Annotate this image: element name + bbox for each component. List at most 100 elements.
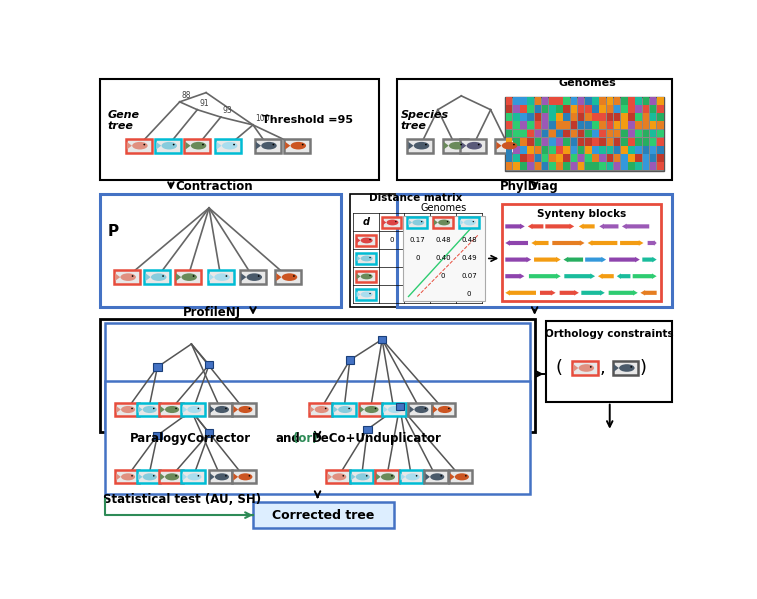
Polygon shape <box>182 406 187 413</box>
FancyBboxPatch shape <box>628 146 635 154</box>
FancyBboxPatch shape <box>643 138 650 146</box>
FancyBboxPatch shape <box>182 470 205 483</box>
FancyBboxPatch shape <box>159 470 182 483</box>
FancyBboxPatch shape <box>159 403 182 416</box>
Ellipse shape <box>619 364 634 372</box>
FancyBboxPatch shape <box>650 129 656 137</box>
FancyBboxPatch shape <box>549 122 556 129</box>
Ellipse shape <box>360 274 372 279</box>
Polygon shape <box>376 473 381 480</box>
FancyBboxPatch shape <box>635 122 642 129</box>
FancyBboxPatch shape <box>284 139 310 153</box>
FancyArrow shape <box>617 273 631 279</box>
FancyBboxPatch shape <box>506 113 512 121</box>
FancyBboxPatch shape <box>542 97 549 104</box>
FancyBboxPatch shape <box>578 113 584 121</box>
FancyBboxPatch shape <box>614 146 621 154</box>
Ellipse shape <box>120 273 136 281</box>
Ellipse shape <box>193 275 195 277</box>
FancyArrow shape <box>648 240 656 246</box>
FancyBboxPatch shape <box>356 235 375 246</box>
FancyBboxPatch shape <box>513 138 520 146</box>
FancyBboxPatch shape <box>635 97 642 104</box>
FancyBboxPatch shape <box>520 105 527 113</box>
Polygon shape <box>217 142 222 150</box>
Ellipse shape <box>590 366 592 368</box>
FancyBboxPatch shape <box>571 138 578 146</box>
FancyBboxPatch shape <box>534 129 541 137</box>
FancyBboxPatch shape <box>459 217 479 228</box>
Ellipse shape <box>369 293 371 294</box>
Polygon shape <box>357 237 360 243</box>
FancyBboxPatch shape <box>255 139 281 153</box>
Text: 100: 100 <box>255 114 269 123</box>
FancyBboxPatch shape <box>326 470 350 483</box>
Ellipse shape <box>198 408 199 409</box>
Text: Contraction: Contraction <box>176 180 253 193</box>
Polygon shape <box>450 473 455 480</box>
FancyBboxPatch shape <box>534 105 541 113</box>
FancyBboxPatch shape <box>115 403 139 416</box>
FancyBboxPatch shape <box>101 194 341 307</box>
FancyBboxPatch shape <box>650 146 656 154</box>
Text: Genomes: Genomes <box>558 78 616 89</box>
FancyBboxPatch shape <box>185 139 210 153</box>
FancyBboxPatch shape <box>513 122 520 129</box>
FancyBboxPatch shape <box>650 138 656 146</box>
FancyArrow shape <box>640 290 656 295</box>
FancyBboxPatch shape <box>628 129 635 137</box>
FancyBboxPatch shape <box>549 138 556 146</box>
FancyBboxPatch shape <box>205 361 213 368</box>
Ellipse shape <box>175 408 177 409</box>
FancyBboxPatch shape <box>578 97 584 104</box>
FancyBboxPatch shape <box>628 162 635 170</box>
FancyBboxPatch shape <box>528 105 534 113</box>
FancyArrow shape <box>506 223 525 229</box>
Polygon shape <box>233 473 238 480</box>
FancyBboxPatch shape <box>643 122 650 129</box>
FancyBboxPatch shape <box>635 146 642 154</box>
FancyBboxPatch shape <box>628 97 635 104</box>
FancyBboxPatch shape <box>528 113 534 121</box>
FancyBboxPatch shape <box>585 154 592 162</box>
FancyBboxPatch shape <box>563 154 570 162</box>
Ellipse shape <box>165 473 179 480</box>
Polygon shape <box>459 219 464 225</box>
FancyArrow shape <box>598 273 614 279</box>
FancyBboxPatch shape <box>506 154 512 162</box>
Polygon shape <box>276 273 282 281</box>
FancyBboxPatch shape <box>635 162 642 170</box>
Text: 88: 88 <box>182 91 191 100</box>
FancyBboxPatch shape <box>571 154 578 162</box>
Polygon shape <box>233 406 238 413</box>
FancyBboxPatch shape <box>433 217 453 228</box>
Ellipse shape <box>175 475 177 477</box>
FancyBboxPatch shape <box>528 129 534 137</box>
FancyBboxPatch shape <box>657 122 664 129</box>
Ellipse shape <box>143 406 157 413</box>
Ellipse shape <box>248 475 251 477</box>
FancyBboxPatch shape <box>614 122 621 129</box>
Text: 0.40: 0.40 <box>435 255 451 261</box>
Polygon shape <box>497 142 502 150</box>
Ellipse shape <box>325 408 326 409</box>
Ellipse shape <box>143 144 145 146</box>
Ellipse shape <box>398 408 400 409</box>
FancyBboxPatch shape <box>657 97 664 104</box>
FancyBboxPatch shape <box>375 470 398 483</box>
Text: (or): (or) <box>293 432 317 445</box>
FancyBboxPatch shape <box>657 146 664 154</box>
Ellipse shape <box>151 273 167 281</box>
Ellipse shape <box>513 144 515 146</box>
FancyBboxPatch shape <box>556 154 563 162</box>
Polygon shape <box>400 473 405 480</box>
Ellipse shape <box>131 408 133 409</box>
FancyBboxPatch shape <box>643 146 650 154</box>
FancyBboxPatch shape <box>600 105 606 113</box>
FancyBboxPatch shape <box>621 154 628 162</box>
FancyBboxPatch shape <box>542 146 549 154</box>
FancyBboxPatch shape <box>578 122 584 129</box>
FancyBboxPatch shape <box>592 146 599 154</box>
FancyBboxPatch shape <box>585 105 592 113</box>
FancyBboxPatch shape <box>528 97 534 104</box>
